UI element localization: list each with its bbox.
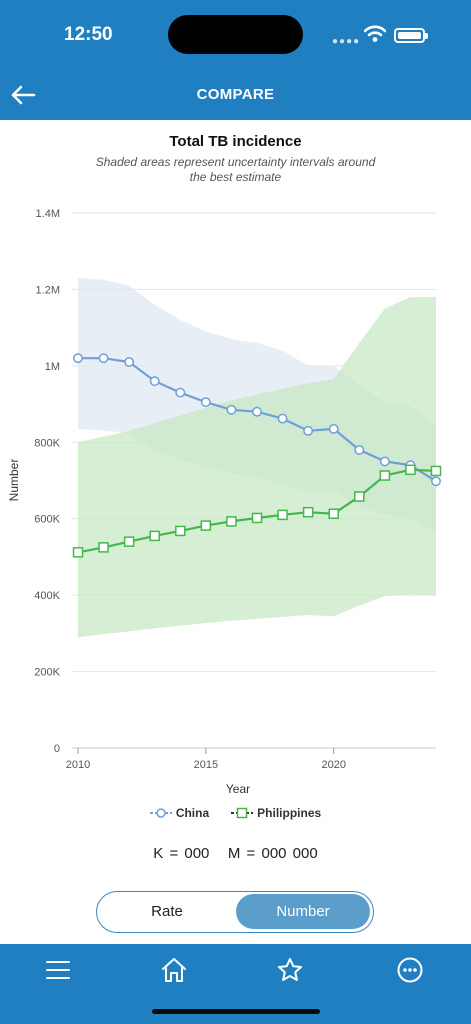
wifi-icon bbox=[364, 25, 386, 42]
status-bar: 12:50 ●●●● bbox=[0, 0, 471, 70]
data-point-china bbox=[149, 376, 160, 387]
data-point-philippines bbox=[302, 506, 314, 518]
data-point-china bbox=[200, 397, 211, 408]
menu-icon bbox=[46, 961, 70, 979]
y-tick-label: 1.2M bbox=[36, 284, 60, 296]
legend-square-marker-icon bbox=[231, 807, 254, 819]
data-point-china bbox=[431, 476, 441, 487]
data-point-philippines bbox=[200, 520, 212, 531]
units-note: K = 000 M = 000 000 bbox=[153, 845, 318, 862]
data-point-philippines bbox=[251, 512, 263, 524]
legend-item-philippines[interactable]: Philippines bbox=[231, 806, 321, 820]
data-point-china bbox=[303, 425, 314, 436]
data-point-china bbox=[379, 456, 390, 467]
legend-circle-marker-icon bbox=[149, 808, 172, 818]
page-title: COMPARE bbox=[196, 86, 275, 103]
more-icon bbox=[397, 957, 423, 983]
y-tick-label: 400K bbox=[34, 590, 60, 602]
data-point-china bbox=[328, 423, 339, 434]
nav-bar: COMPARE bbox=[0, 70, 471, 120]
tab-menu[interactable] bbox=[36, 950, 80, 990]
toggle-rate-button[interactable]: Rate bbox=[151, 903, 183, 920]
data-point-philippines bbox=[175, 525, 186, 537]
home-icon bbox=[162, 958, 186, 982]
toggle-number-button[interactable]: Number bbox=[236, 894, 370, 929]
y-tick-label: 0 bbox=[54, 743, 60, 755]
y-tick-label: 1M bbox=[45, 361, 60, 373]
data-point-philippines bbox=[405, 464, 416, 476]
x-axis-title: Year bbox=[226, 782, 250, 796]
data-point-philippines bbox=[328, 508, 339, 519]
data-point-china bbox=[175, 387, 186, 398]
data-point-china bbox=[73, 353, 83, 364]
incidence-chart: 0 200K 400K 600K 800K 1M 1.2M 1.4M 2010 2015 2020 Y… bbox=[7, 208, 442, 796]
data-point-philippines bbox=[379, 470, 391, 481]
data-point-china bbox=[252, 406, 262, 417]
data-point-philippines bbox=[277, 509, 288, 521]
legend-label-china: China bbox=[175, 806, 210, 820]
battery-icon bbox=[394, 28, 428, 43]
star-icon bbox=[278, 958, 302, 981]
data-point-philippines bbox=[430, 465, 442, 477]
back-button[interactable] bbox=[6, 78, 40, 112]
dynamic-island bbox=[168, 15, 303, 54]
legend-item-china[interactable]: China bbox=[149, 806, 210, 820]
data-point-philippines bbox=[149, 530, 160, 542]
x-tick-label: 2015 bbox=[194, 759, 218, 771]
x-tick-label: 2020 bbox=[321, 759, 345, 771]
data-point-china bbox=[98, 353, 109, 364]
signal-icon: ●●●● bbox=[332, 36, 361, 47]
data-point-china bbox=[277, 413, 288, 424]
status-time: 12:50 bbox=[64, 24, 113, 45]
data-point-china bbox=[124, 357, 135, 367]
data-point-philippines bbox=[98, 542, 109, 553]
y-tick-label: 800K bbox=[34, 437, 60, 449]
data-point-philippines bbox=[123, 536, 135, 547]
y-axis-title: Number bbox=[7, 459, 21, 502]
y-tick-label: 600K bbox=[34, 514, 60, 526]
data-point-philippines bbox=[72, 547, 84, 558]
data-point-china bbox=[226, 404, 237, 415]
chart-subtitle: Shaded areas represent uncertainty inter… bbox=[95, 155, 376, 184]
y-tick-label: 200K bbox=[34, 667, 60, 679]
tab-favorites[interactable] bbox=[268, 950, 312, 990]
rate-number-toggle: Rate Number bbox=[96, 891, 374, 933]
tab-home[interactable] bbox=[152, 950, 196, 990]
chart-legend: China Philippines bbox=[0, 806, 471, 820]
tab-more[interactable] bbox=[388, 950, 432, 990]
arrow-left-icon bbox=[11, 85, 36, 105]
uncertainty-band-philippines bbox=[78, 297, 436, 638]
chart-title: Total TB incidence bbox=[169, 133, 302, 150]
x-tick-label: 2010 bbox=[66, 759, 90, 771]
data-point-philippines bbox=[354, 491, 365, 502]
data-point-philippines bbox=[226, 516, 237, 527]
y-tick-label: 1.4M bbox=[36, 208, 60, 220]
legend-label-philippines: Philippines bbox=[257, 806, 322, 820]
home-indicator bbox=[152, 1009, 320, 1014]
data-point-china bbox=[354, 444, 365, 455]
